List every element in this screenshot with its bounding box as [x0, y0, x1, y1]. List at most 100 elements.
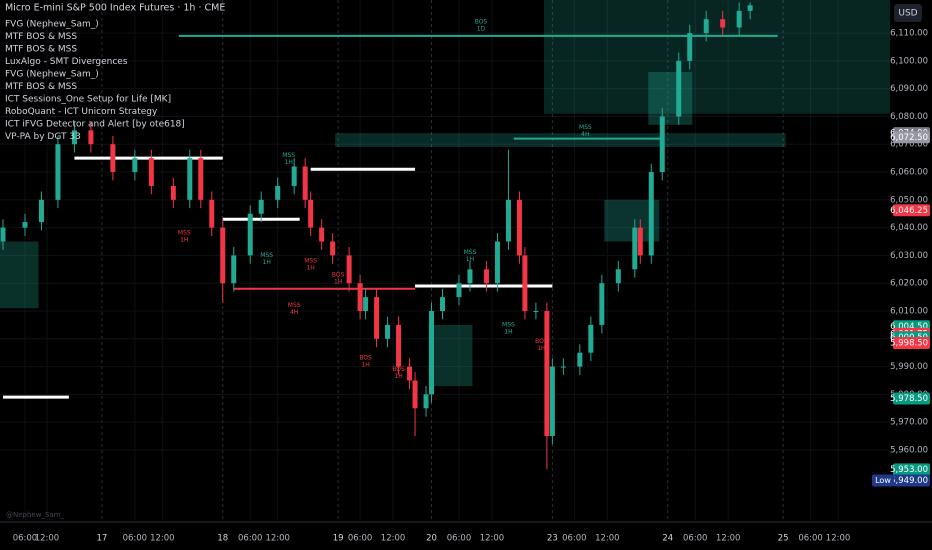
- candle-body: [599, 283, 605, 325]
- indicator-name: FVG (Nephew_Sam_): [5, 20, 99, 30]
- x-tick-label: 06:00: [562, 534, 587, 544]
- annotation-sub: 1H: [285, 159, 293, 166]
- annotation: MSS: [282, 152, 295, 159]
- price-tag-label: 6,046.25: [890, 206, 928, 216]
- annotation: MSS: [502, 321, 515, 328]
- candle-body: [440, 297, 446, 311]
- candle-body: [533, 310, 539, 312]
- candle-body: [302, 166, 308, 200]
- annotation-sub: 1H: [466, 256, 474, 263]
- x-tick-label: 06:00: [683, 534, 708, 544]
- x-tick-label: 06:00: [348, 534, 373, 544]
- candle-body: [308, 199, 314, 228]
- candle-body: [703, 19, 709, 34]
- candle-body: [720, 19, 726, 28]
- candle-body: [346, 255, 352, 284]
- candle-body: [22, 222, 28, 228]
- candle-body: [676, 60, 682, 117]
- zone: [428, 324, 473, 387]
- low-tag: [872, 474, 894, 487]
- price-tag: [893, 463, 930, 476]
- annotation-sub: 1H: [263, 259, 271, 266]
- price-tag-label: 5,953.00: [890, 465, 928, 475]
- candle-body: [363, 297, 369, 311]
- x-tick-label: 17: [96, 534, 107, 544]
- price-tag: [893, 392, 930, 405]
- annotation-sub: 1D: [477, 25, 486, 32]
- candle-body: [275, 185, 281, 200]
- indicator-name: VP-PA by DGT 33: [5, 132, 81, 142]
- candle-body: [38, 199, 44, 223]
- y-tick-label: 6,030.00: [890, 251, 928, 261]
- x-tick-label: 06:00: [13, 534, 38, 544]
- annotation: BOS: [475, 18, 488, 25]
- annotation-sub: 1H: [394, 373, 402, 380]
- price-tag: [893, 204, 930, 217]
- indicator-name: ICT iFVG Detector and Alert [by ote618]: [5, 120, 185, 130]
- y-tick-label: 6,100.00: [890, 56, 928, 66]
- watermark: @Nephew_Sam_: [6, 511, 65, 519]
- annotation-sub: 1H: [334, 278, 342, 285]
- candle-body: [88, 130, 94, 145]
- candle-body: [220, 227, 226, 284]
- y-tick-label: 6,010.00: [890, 306, 928, 316]
- candle-body: [396, 324, 402, 367]
- candle-body: [747, 5, 753, 11]
- annotation: BOS: [535, 338, 548, 345]
- annotation: BOS: [332, 271, 345, 278]
- candle-body: [0, 227, 6, 242]
- candle-body: [483, 269, 489, 284]
- x-tick-label: 12:00: [595, 534, 620, 544]
- annotation: MSS: [178, 230, 191, 237]
- currency-box[interactable]: [894, 4, 922, 22]
- indicator-name: ICT Sessions_One Setup for Life [MK]: [5, 95, 171, 105]
- x-tick-label: 06:00: [238, 534, 263, 544]
- candle-body: [412, 380, 418, 409]
- candle-body: [516, 199, 522, 256]
- x-tick-label: 12:00: [150, 534, 175, 544]
- indicator-name: MTF BOS & MSS: [5, 82, 77, 92]
- price-tag: [893, 336, 930, 349]
- x-tick-label: 06:00: [123, 534, 148, 544]
- candle-body: [247, 213, 253, 256]
- annotation-sub: 1H: [306, 264, 314, 271]
- y-tick-label: 6,070.00: [890, 140, 928, 150]
- x-tick-label: 12:00: [265, 534, 290, 544]
- x-tick-label: 18: [217, 534, 228, 544]
- x-tick-label: 12:00: [826, 534, 851, 544]
- annotation: MSS: [464, 249, 477, 256]
- y-tick-label: 6,110.00: [890, 29, 928, 39]
- candle-body: [291, 166, 297, 186]
- indicator-name: FVG (Nephew_Sam_): [5, 70, 99, 80]
- candle-body: [736, 10, 742, 28]
- zone: [543, 0, 890, 114]
- candle-body: [544, 310, 550, 437]
- price-tag-label: 5,949.00: [890, 476, 928, 486]
- candle-body: [258, 199, 264, 214]
- candle-body: [209, 199, 215, 228]
- y-tick-label: 6,080.00: [890, 112, 928, 122]
- candle-body: [588, 324, 594, 353]
- y-tick-label: 6,050.00: [890, 195, 928, 205]
- x-tick-label: 12:00: [35, 534, 60, 544]
- candle-body: [632, 227, 638, 270]
- x-tick-label: 25: [778, 534, 789, 544]
- candle-body: [319, 227, 325, 242]
- candle-body: [231, 255, 237, 284]
- candle-body: [577, 352, 583, 367]
- y-tick-label: 6,090.00: [890, 84, 928, 94]
- candle-body: [71, 130, 77, 145]
- candle-body: [560, 366, 566, 368]
- candle-body: [687, 33, 693, 61]
- x-tick-label: 24: [662, 534, 673, 544]
- y-tick-label: 6,040.00: [890, 223, 928, 233]
- candle-body: [505, 199, 511, 242]
- x-tick-label: 12:00: [716, 534, 741, 544]
- candle-body: [187, 158, 193, 200]
- annotation: BOS: [392, 366, 405, 373]
- annotation: BOS: [359, 355, 372, 362]
- annotation-sub: 4H: [581, 131, 589, 138]
- zone: [648, 71, 693, 125]
- annotation-sub: 1H: [537, 345, 545, 352]
